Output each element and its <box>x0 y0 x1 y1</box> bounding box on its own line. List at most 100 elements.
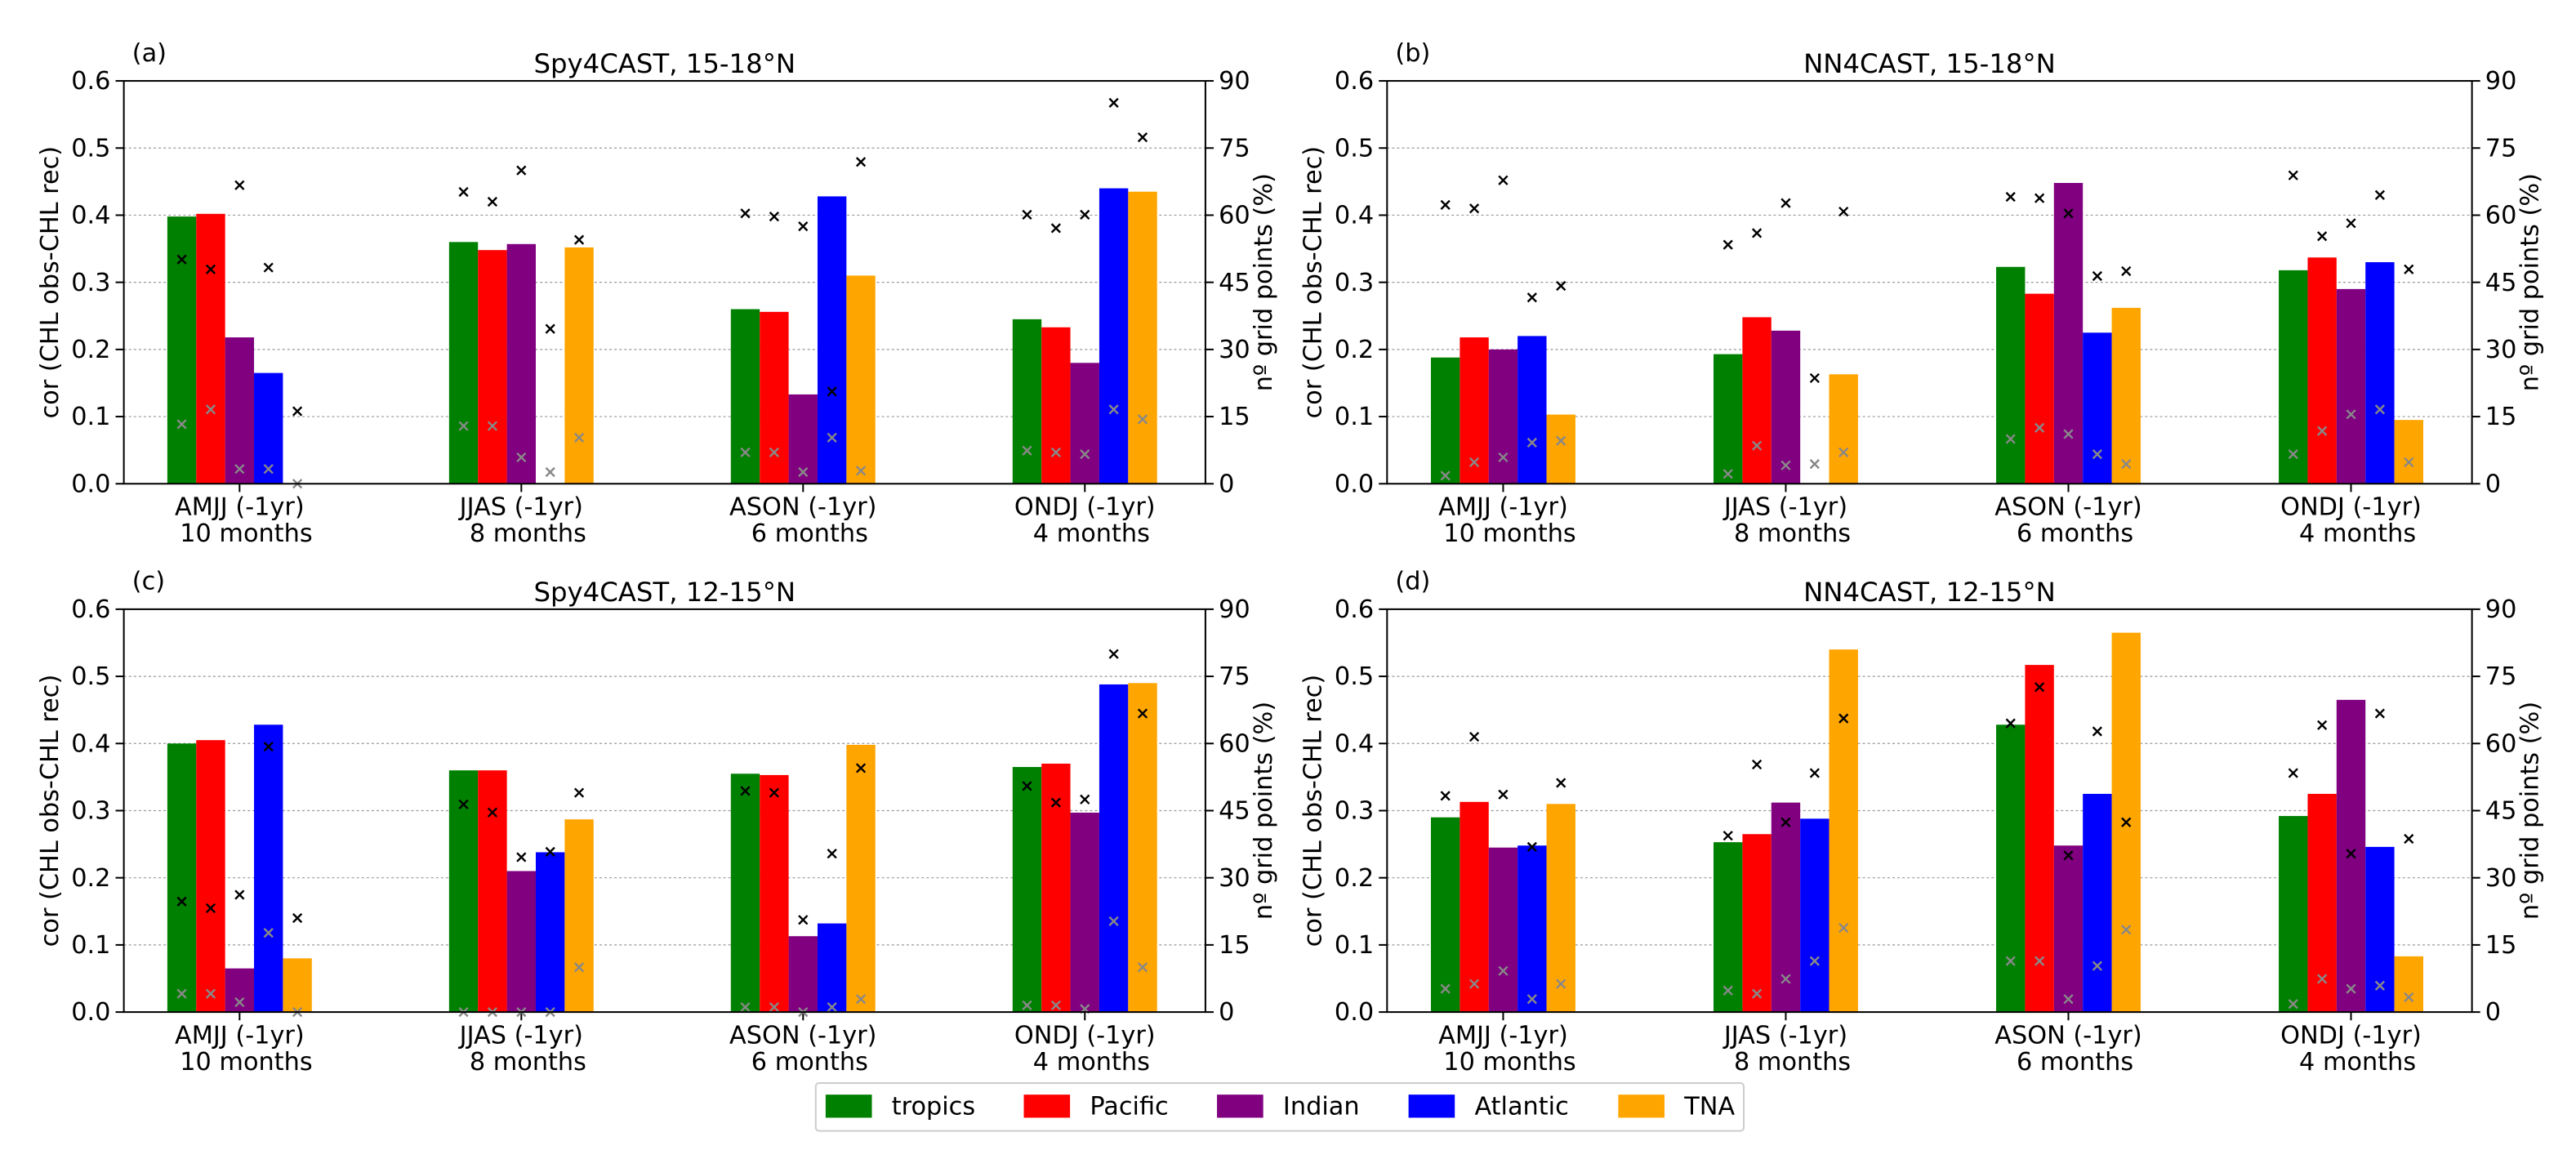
marker-x <box>176 254 187 265</box>
marker-x <box>2035 193 2045 203</box>
marker-x <box>827 848 837 859</box>
marker-x <box>2288 448 2298 460</box>
bar <box>1460 801 1489 1013</box>
marker-x <box>2121 925 2132 935</box>
marker-x <box>1440 983 1451 994</box>
bar <box>478 250 507 484</box>
marker-x <box>1751 440 1763 451</box>
marker-x <box>1498 452 1509 463</box>
bar <box>564 819 594 1013</box>
marker-x <box>855 466 867 476</box>
marker-x <box>2121 459 2132 470</box>
marker-x <box>2063 850 2074 861</box>
y2-tick-label: 60 <box>2485 729 2517 758</box>
bar <box>167 216 197 484</box>
marker-x <box>740 208 751 219</box>
bar <box>1714 354 1743 484</box>
bar <box>1012 319 1042 484</box>
bar <box>2365 261 2395 484</box>
bar <box>2053 845 2084 1013</box>
y2-axis-label: nº grid points (%) <box>2516 173 2544 391</box>
panel-label: (a) <box>132 39 167 68</box>
bar <box>506 871 536 1013</box>
legend-swatch <box>1618 1094 1665 1118</box>
bar <box>1128 683 1157 1013</box>
y2-tick-label: 45 <box>2485 269 2517 297</box>
legend-label: TNA <box>1683 1092 1735 1121</box>
marker-x <box>855 763 867 773</box>
x-tick-sublabel: 10 months <box>180 519 312 548</box>
x-tick-label: JJAS (-1yr) <box>458 493 583 522</box>
y-tick-label: 0.0 <box>71 470 110 498</box>
marker-x <box>1050 447 1061 458</box>
marker-x <box>1723 239 1733 250</box>
bar <box>1800 818 1829 1013</box>
axes-frame <box>1386 80 2473 485</box>
bar <box>448 770 479 1013</box>
y2-tick-label: 45 <box>2485 797 2517 826</box>
marker-x <box>769 211 780 222</box>
x-tick-sublabel: 10 months <box>180 1048 312 1077</box>
y-tick-label: 0.3 <box>71 797 110 826</box>
bar <box>2083 332 2112 484</box>
y-tick-label: 0.4 <box>71 202 110 230</box>
marker-x <box>176 988 187 999</box>
x-tick-sublabel: 4 months <box>2299 1048 2416 1077</box>
marker-x <box>1498 175 1509 185</box>
bar <box>1996 724 2026 1013</box>
y2-tick-label: 0 <box>2485 470 2501 498</box>
y2-tick-label: 30 <box>1219 336 1250 364</box>
marker-x <box>1498 965 1509 976</box>
marker-x <box>2005 956 2016 966</box>
marker-x <box>827 432 837 443</box>
y-tick-label: 0.3 <box>1335 797 1374 826</box>
bar <box>254 724 283 1013</box>
marker-x <box>1526 292 1537 303</box>
chart-title: NN4CAST, 12-15°N <box>1803 577 2056 608</box>
marker-x <box>1080 209 1090 221</box>
marker-x <box>1137 708 1148 719</box>
marker-x <box>2005 718 2016 729</box>
bar <box>760 774 789 1013</box>
chart-title: Spy4CAST, 15-18°N <box>533 48 796 79</box>
marker-x <box>573 432 585 443</box>
y-tick-label: 0.0 <box>71 998 110 1027</box>
marker-x <box>516 165 527 176</box>
marker-x <box>1022 1000 1032 1010</box>
marker-x <box>1751 988 1763 999</box>
marker-x <box>2374 404 2386 415</box>
marker-x <box>1556 778 1567 788</box>
marker-x <box>2346 983 2356 994</box>
marker-x <box>176 419 187 430</box>
marker-x <box>292 406 303 417</box>
marker-x <box>1080 448 1090 460</box>
marker-x <box>740 447 751 458</box>
legend-label: Pacific <box>1090 1092 1168 1121</box>
y-tick-label: 0.2 <box>71 864 110 893</box>
marker-x <box>2317 426 2328 436</box>
legend-swatch <box>1023 1094 1071 1118</box>
marker-x <box>769 787 780 798</box>
y-tick-label: 0.3 <box>1335 269 1374 297</box>
marker-x <box>1526 437 1537 448</box>
marker-x <box>1556 280 1567 292</box>
y2-tick-label: 0 <box>1219 470 1234 498</box>
marker-x <box>2288 768 2298 778</box>
marker-x <box>1723 469 1733 479</box>
marker-x <box>2317 974 2328 984</box>
marker-x <box>2374 189 2386 200</box>
marker-x <box>1440 199 1451 210</box>
y-tick-label: 0.6 <box>71 67 110 96</box>
legend-swatch <box>1217 1094 1263 1118</box>
marker-x <box>2092 448 2102 460</box>
marker-x <box>2035 956 2045 966</box>
marker-x <box>1080 794 1090 805</box>
marker-x <box>545 323 555 334</box>
y2-tick-label: 30 <box>2485 336 2517 364</box>
bar <box>2279 816 2308 1013</box>
marker-x <box>2005 434 2016 444</box>
y2-tick-label: 75 <box>2485 134 2517 163</box>
marker-x <box>740 1001 751 1013</box>
marker-x <box>2288 999 2298 1010</box>
marker-x <box>1022 209 1032 221</box>
